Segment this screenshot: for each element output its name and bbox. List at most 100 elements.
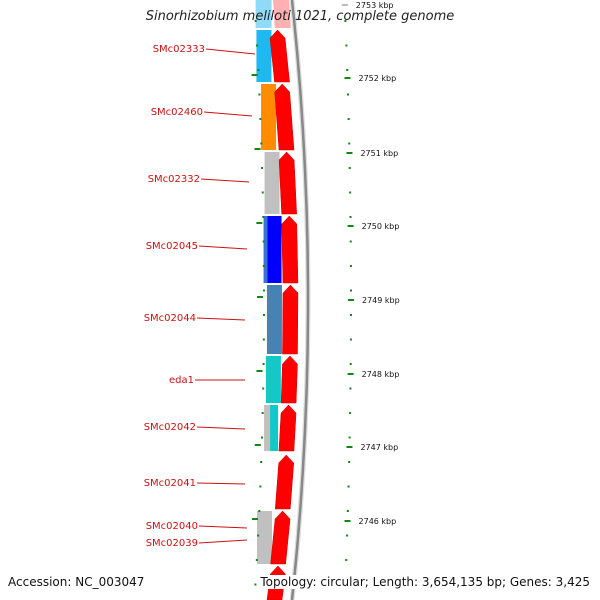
scale-tick bbox=[346, 446, 353, 448]
minor-tick bbox=[349, 216, 352, 218]
cog-block-smc02460 bbox=[261, 84, 277, 150]
minor-tick bbox=[345, 559, 348, 561]
cog-block-smc02045 bbox=[266, 216, 282, 283]
scale-tick bbox=[347, 373, 354, 375]
gene-label-smc02040: SMc02040 bbox=[146, 521, 198, 532]
minor-tick bbox=[346, 534, 349, 537]
minor-tick bbox=[349, 265, 352, 267]
minor-tick bbox=[349, 363, 352, 365]
inner-major-tick bbox=[256, 222, 263, 224]
minor-tick bbox=[256, 44, 259, 47]
minor-tick bbox=[261, 167, 264, 169]
minor-tick bbox=[258, 510, 261, 512]
minor-tick bbox=[346, 93, 349, 96]
cds-arrow-smc02045 bbox=[281, 215, 299, 284]
minor-tick bbox=[262, 240, 265, 243]
gene-leader-line bbox=[200, 178, 250, 183]
scale-tick bbox=[346, 152, 353, 154]
gene-label-smc02045: SMc02045 bbox=[146, 241, 198, 252]
cds-track bbox=[266, 0, 299, 600]
cog-block-smc02040 bbox=[256, 511, 272, 564]
scale-tick-label: 2751 kbp bbox=[360, 149, 398, 158]
gene-labels: SMc02333 SMc02460 SMc02332 SMc02045 SMc02044… bbox=[144, 44, 256, 549]
cds-arrow-smc02044 bbox=[282, 284, 299, 355]
gene-leader-line bbox=[196, 426, 246, 430]
minor-tick bbox=[260, 142, 263, 145]
minor-tick bbox=[348, 436, 351, 439]
gene-leader-line bbox=[196, 482, 246, 485]
minor-tick bbox=[254, 583, 257, 586]
minor-tick bbox=[349, 240, 352, 243]
map-title: Sinorhizobium meliloti 1021, complete ge… bbox=[145, 9, 455, 24]
minor-tick bbox=[259, 118, 262, 120]
gene-label-smc02460: SMc02460 bbox=[151, 107, 203, 118]
inner-major-tick bbox=[251, 74, 258, 76]
scale-tick-label: 2752 kbp bbox=[358, 74, 396, 83]
gene-label-smc02332: SMc02332 bbox=[148, 174, 200, 185]
minor-tick bbox=[261, 412, 264, 414]
inner-major-tick bbox=[254, 148, 261, 150]
minor-tick bbox=[346, 510, 349, 512]
minor-tick bbox=[347, 118, 350, 120]
minor-tick bbox=[349, 387, 352, 390]
minor-tick bbox=[349, 314, 352, 316]
scale-tick-label: 2746 kbp bbox=[359, 517, 397, 526]
cog-block-smc02044 bbox=[266, 285, 282, 354]
minor-tick bbox=[349, 338, 352, 341]
cds-arrow-fragment bbox=[273, 0, 291, 28]
inner-major-tick bbox=[256, 296, 263, 298]
backbone-line bbox=[290, 0, 310, 600]
gene-label-eda1: eda1 bbox=[169, 375, 194, 386]
inner-major-tick bbox=[256, 370, 263, 372]
scale-tick-label: 2750 kbp bbox=[362, 222, 400, 231]
minor-tick bbox=[262, 289, 265, 292]
gene-label-smc02333: SMc02333 bbox=[153, 44, 205, 55]
minor-tick bbox=[260, 461, 263, 463]
scale-ticks: 2753 kbp 2752 kbp 2751 kbp 2750 kbp 2749 kbp… bbox=[341, 1, 400, 526]
minor-tick bbox=[349, 412, 352, 414]
minor-tick bbox=[346, 69, 349, 71]
cog-track bbox=[255, 0, 282, 564]
minor-tick bbox=[349, 191, 352, 194]
gene-leader-line bbox=[203, 111, 253, 117]
backbone-track bbox=[289, 0, 311, 600]
minor-tick bbox=[347, 485, 350, 488]
cog-block-smc02042 bbox=[264, 405, 272, 451]
minor-tick bbox=[261, 191, 264, 194]
minor-tick bbox=[348, 142, 351, 145]
minor-tick bbox=[262, 314, 265, 316]
minor-tick bbox=[262, 338, 265, 341]
gene-label-smc02039: SMc02039 bbox=[146, 538, 198, 549]
cds-arrow-smc02042 bbox=[278, 404, 297, 452]
minor-tick bbox=[257, 69, 260, 71]
accession-text: Accession: NC_003047 bbox=[8, 575, 145, 589]
minor-tick bbox=[348, 167, 351, 169]
minor-tick bbox=[344, 20, 347, 22]
scale-tick bbox=[341, 4, 348, 6]
scale-tick-label: 2748 kbp bbox=[362, 370, 400, 379]
minor-tick bbox=[257, 534, 260, 537]
scale-tick bbox=[344, 520, 351, 522]
inner-major-tick bbox=[254, 444, 261, 446]
gene-leader-line bbox=[205, 48, 256, 55]
cds-arrow-smc02333 bbox=[269, 29, 290, 83]
minor-tick bbox=[254, 20, 257, 22]
genome-stats-text: Topology: circular; Length: 3,654,135 bp… bbox=[260, 575, 590, 589]
cog-block-shade bbox=[263, 216, 268, 283]
minor-tick bbox=[349, 289, 352, 292]
inner-major-tick bbox=[251, 518, 258, 520]
scale-tick-label: 2753 kbp bbox=[356, 1, 394, 10]
cds-arrow-eda1 bbox=[280, 355, 298, 404]
gene-label-smc02041: SMc02041 bbox=[144, 478, 196, 489]
minor-tick bbox=[255, 559, 258, 561]
cds-arrow-smc02332 bbox=[278, 151, 297, 215]
minor-tick bbox=[348, 461, 351, 463]
cog-block-eda1 bbox=[265, 356, 281, 403]
cog-block-fragment bbox=[255, 0, 272, 28]
minor-tick bbox=[262, 216, 265, 218]
cog-block-secondary bbox=[270, 405, 279, 451]
gene-leader-line bbox=[198, 539, 248, 544]
cog-block-smc02333 bbox=[256, 30, 272, 82]
scale-tick bbox=[347, 225, 354, 227]
gene-leader-line bbox=[196, 317, 246, 321]
